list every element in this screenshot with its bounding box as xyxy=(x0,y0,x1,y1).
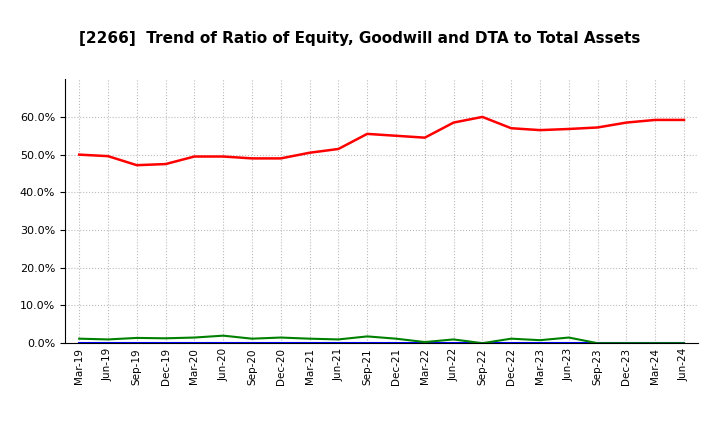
Deferred Tax Assets xyxy=(536,337,544,343)
Deferred Tax Assets xyxy=(651,341,660,346)
Goodwill xyxy=(536,341,544,346)
Equity xyxy=(305,150,314,155)
Deferred Tax Assets xyxy=(478,341,487,346)
Goodwill xyxy=(651,341,660,346)
Deferred Tax Assets xyxy=(449,337,458,342)
Deferred Tax Assets xyxy=(104,337,112,342)
Equity xyxy=(536,128,544,133)
Equity xyxy=(334,147,343,152)
Deferred Tax Assets xyxy=(622,341,631,346)
Equity xyxy=(564,126,573,132)
Equity xyxy=(219,154,228,159)
Deferred Tax Assets xyxy=(219,333,228,338)
Goodwill xyxy=(219,341,228,346)
Goodwill xyxy=(478,341,487,346)
Equity xyxy=(161,161,170,167)
Deferred Tax Assets xyxy=(248,336,256,341)
Equity xyxy=(75,152,84,157)
Equity xyxy=(392,133,400,139)
Equity xyxy=(507,125,516,131)
Goodwill xyxy=(449,341,458,346)
Goodwill xyxy=(680,341,688,346)
Text: [2266]  Trend of Ratio of Equity, Goodwill and DTA to Total Assets: [2266] Trend of Ratio of Equity, Goodwil… xyxy=(79,31,641,46)
Deferred Tax Assets xyxy=(276,335,285,340)
Equity xyxy=(478,114,487,120)
Goodwill xyxy=(248,341,256,346)
Equity xyxy=(622,120,631,125)
Line: Deferred Tax Assets: Deferred Tax Assets xyxy=(79,336,684,343)
Goodwill xyxy=(132,341,141,346)
Deferred Tax Assets xyxy=(132,335,141,341)
Goodwill xyxy=(564,341,573,346)
Deferred Tax Assets xyxy=(680,341,688,346)
Deferred Tax Assets xyxy=(420,339,429,345)
Deferred Tax Assets xyxy=(190,335,199,340)
Deferred Tax Assets xyxy=(334,337,343,342)
Equity xyxy=(104,154,112,159)
Equity xyxy=(276,156,285,161)
Deferred Tax Assets xyxy=(75,336,84,341)
Equity xyxy=(680,117,688,123)
Goodwill xyxy=(363,341,372,346)
Goodwill xyxy=(104,341,112,346)
Goodwill xyxy=(392,341,400,346)
Equity xyxy=(248,156,256,161)
Equity xyxy=(420,135,429,140)
Deferred Tax Assets xyxy=(392,336,400,341)
Goodwill xyxy=(507,341,516,346)
Equity xyxy=(363,131,372,136)
Deferred Tax Assets xyxy=(363,334,372,339)
Goodwill xyxy=(593,341,602,346)
Goodwill xyxy=(161,341,170,346)
Goodwill xyxy=(622,341,631,346)
Deferred Tax Assets xyxy=(564,335,573,340)
Equity xyxy=(651,117,660,123)
Deferred Tax Assets xyxy=(305,336,314,341)
Goodwill xyxy=(75,341,84,346)
Goodwill xyxy=(334,341,343,346)
Deferred Tax Assets xyxy=(507,336,516,341)
Deferred Tax Assets xyxy=(593,341,602,346)
Equity xyxy=(593,125,602,130)
Equity xyxy=(190,154,199,159)
Line: Equity: Equity xyxy=(79,117,684,165)
Goodwill xyxy=(420,341,429,346)
Deferred Tax Assets xyxy=(161,336,170,341)
Goodwill xyxy=(276,341,285,346)
Goodwill xyxy=(305,341,314,346)
Goodwill xyxy=(190,341,199,346)
Equity xyxy=(449,120,458,125)
Equity xyxy=(132,162,141,168)
